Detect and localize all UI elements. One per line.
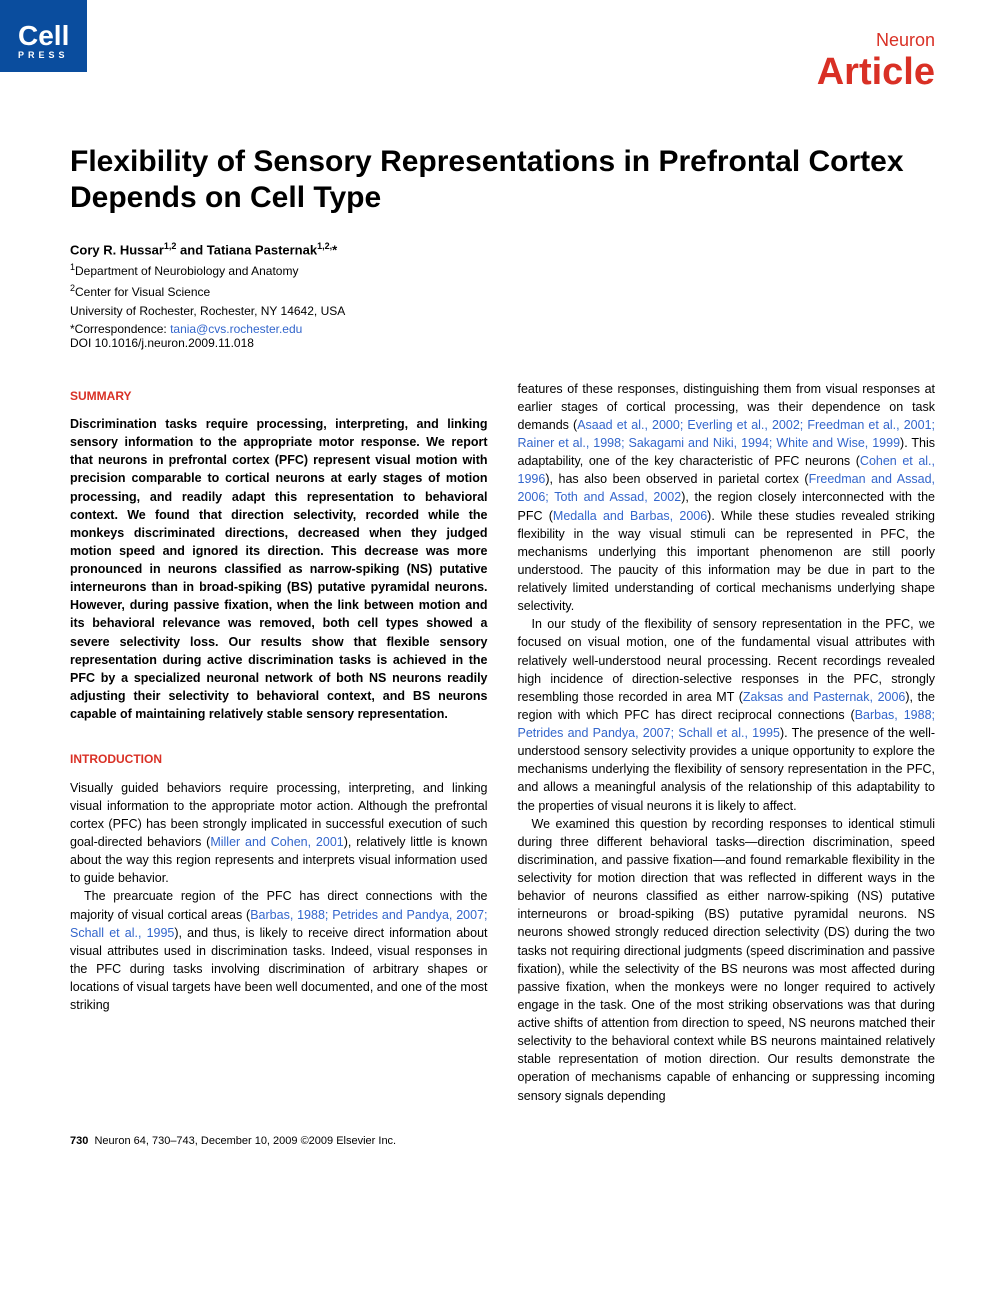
article-title: Flexibility of Sensory Representations i… (70, 144, 935, 216)
author-1: Cory R. Hussar (70, 242, 164, 257)
column-right: features of these responses, distinguish… (518, 380, 936, 1105)
c2p1-cite1[interactable]: Asaad et al., 2000; Everling et al., 200… (518, 418, 936, 450)
page-footer: 730 Neuron 64, 730–743, December 10, 200… (70, 1135, 935, 1147)
affiliation-2: 2Center for Visual Science (70, 282, 935, 301)
journal-name: Neuron (817, 30, 935, 51)
summary-heading: SUMMARY (70, 388, 488, 405)
body-columns: SUMMARY Discrimination tasks require pro… (70, 380, 935, 1105)
article-type-block: Neuron Article (817, 0, 935, 94)
affiliation-1: 1Department of Neurobiology and Anatomy (70, 261, 935, 280)
intro-heading: INTRODUCTION (70, 751, 488, 768)
author-and: and Tatiana Pasternak (176, 242, 317, 257)
cell-press-logo: Cell PRESS (0, 0, 87, 72)
header: Cell PRESS Neuron Article (70, 0, 935, 94)
c2p1e: ). While these studies revealed striking… (518, 509, 936, 614)
affiliation-3: University of Rochester, Rochester, NY 1… (70, 303, 935, 320)
author-1-sup: 1,2 (164, 241, 177, 251)
affil-1-text: Department of Neurobiology and Anatomy (75, 264, 298, 278)
summary-text: Discrimination tasks require processing,… (70, 415, 488, 723)
author-line: Cory R. Hussar1,2 and Tatiana Pasternak1… (70, 241, 935, 257)
col2-para-2: In our study of the flexibility of senso… (518, 615, 936, 814)
author-star: * (332, 242, 337, 257)
affil-2-text: Center for Visual Science (75, 285, 210, 299)
col2-para-3: We examined this question by recording r… (518, 815, 936, 1105)
logo-main: Cell (18, 20, 69, 51)
intro-para-2: The prearcuate region of the PFC has dir… (70, 887, 488, 1014)
logo-sub: PRESS (18, 50, 69, 60)
column-left: SUMMARY Discrimination tasks require pro… (70, 380, 488, 1105)
corr-label: *Correspondence: (70, 322, 170, 336)
footer-page-num: 730 (70, 1135, 88, 1147)
col2-para-1: features of these responses, distinguish… (518, 380, 936, 616)
article-type: Article (817, 51, 935, 94)
correspondence: *Correspondence: tania@cvs.rochester.edu (70, 322, 935, 336)
intro-p1-cite1[interactable]: Miller and Cohen, 2001 (210, 835, 343, 849)
footer-text: Neuron 64, 730–743, December 10, 2009 ©2… (94, 1135, 396, 1147)
author-2-sup: 1,2, (317, 241, 332, 251)
doi: DOI 10.1016/j.neuron.2009.11.018 (70, 336, 935, 350)
corr-email-link[interactable]: tania@cvs.rochester.edu (170, 322, 302, 336)
c2p2-cite1[interactable]: Zaksas and Pasternak, 2006 (743, 690, 906, 704)
intro-para-1: Visually guided behaviors require proces… (70, 779, 488, 888)
c2p1-cite4[interactable]: Medalla and Barbas, 2006 (553, 509, 707, 523)
c2p1c: ), has also been observed in parietal co… (545, 472, 808, 486)
